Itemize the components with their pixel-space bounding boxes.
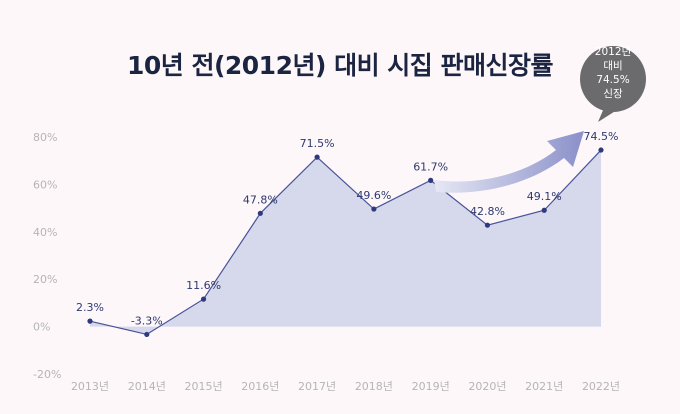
data-point [371, 206, 377, 212]
y-tick-label: 60% [33, 178, 57, 191]
chart-title: 10년 전(2012년) 대비 시집 판매신장률 [126, 51, 554, 80]
x-tick-label: 2013년 [71, 380, 109, 393]
data-point [314, 154, 320, 160]
x-tick-label: 2020년 [468, 380, 506, 393]
badge-text-line: 신장 [603, 88, 623, 100]
series-line [89, 149, 602, 336]
y-tick-label: 80% [33, 131, 57, 144]
y-tick-label: 0% [33, 321, 50, 334]
badge-text-line: 대비 [603, 60, 622, 72]
data-point [200, 296, 207, 302]
data-label: 11.6% [186, 279, 221, 292]
data-label: 47.8% [243, 193, 278, 206]
data-point [428, 177, 434, 183]
data-point [257, 210, 263, 216]
x-tick-label: 2019년 [412, 380, 450, 393]
y-tick-label: -20% [33, 368, 61, 381]
y-axis: -20% 0% 20% 40% 60% 80% [33, 131, 61, 381]
x-tick-label: 2018년 [355, 380, 393, 393]
y-tick-label: 20% [33, 273, 57, 286]
y-tick-label: 40% [33, 226, 57, 239]
badge-circle [580, 46, 646, 112]
growth-arrow [434, 131, 584, 193]
data-label: 74.5% [584, 130, 619, 143]
data-label: -3.3% [131, 314, 163, 327]
plot-area: 2.3% -3.3% 11.6% 47.8% 71.5% 49.6% 61.7% 42.8% 4… [76, 130, 619, 338]
data-point [541, 207, 547, 213]
data-label: 49.6% [356, 189, 391, 202]
x-tick-label: 2015년 [184, 380, 222, 393]
x-tick-label: 2021년 [525, 380, 563, 393]
data-label: 61.7% [413, 160, 448, 173]
data-label: 71.5% [300, 137, 335, 150]
x-tick-label: 2014년 [128, 380, 166, 393]
badge-text-line: 74.5% [596, 74, 629, 86]
data-point [484, 222, 491, 228]
data-point [598, 147, 604, 153]
x-tick-label: 2022년 [582, 380, 620, 393]
x-axis: 2013년 2014년 2015년 2016년 2017년 2018년 2019년 2020년… [71, 380, 620, 393]
data-point [87, 318, 93, 324]
data-point [144, 331, 150, 338]
x-tick-label: 2016년 [241, 380, 279, 393]
area-fill [90, 150, 601, 335]
data-label: 2.3% [76, 301, 104, 314]
x-tick-label: 2017년 [298, 380, 336, 393]
data-label: 42.8% [470, 205, 505, 218]
badge-tail [598, 108, 617, 122]
badge-text-line: 2012년 [595, 46, 631, 58]
growth-arrow-shape [434, 131, 584, 193]
data-label: 49.1% [527, 190, 562, 203]
